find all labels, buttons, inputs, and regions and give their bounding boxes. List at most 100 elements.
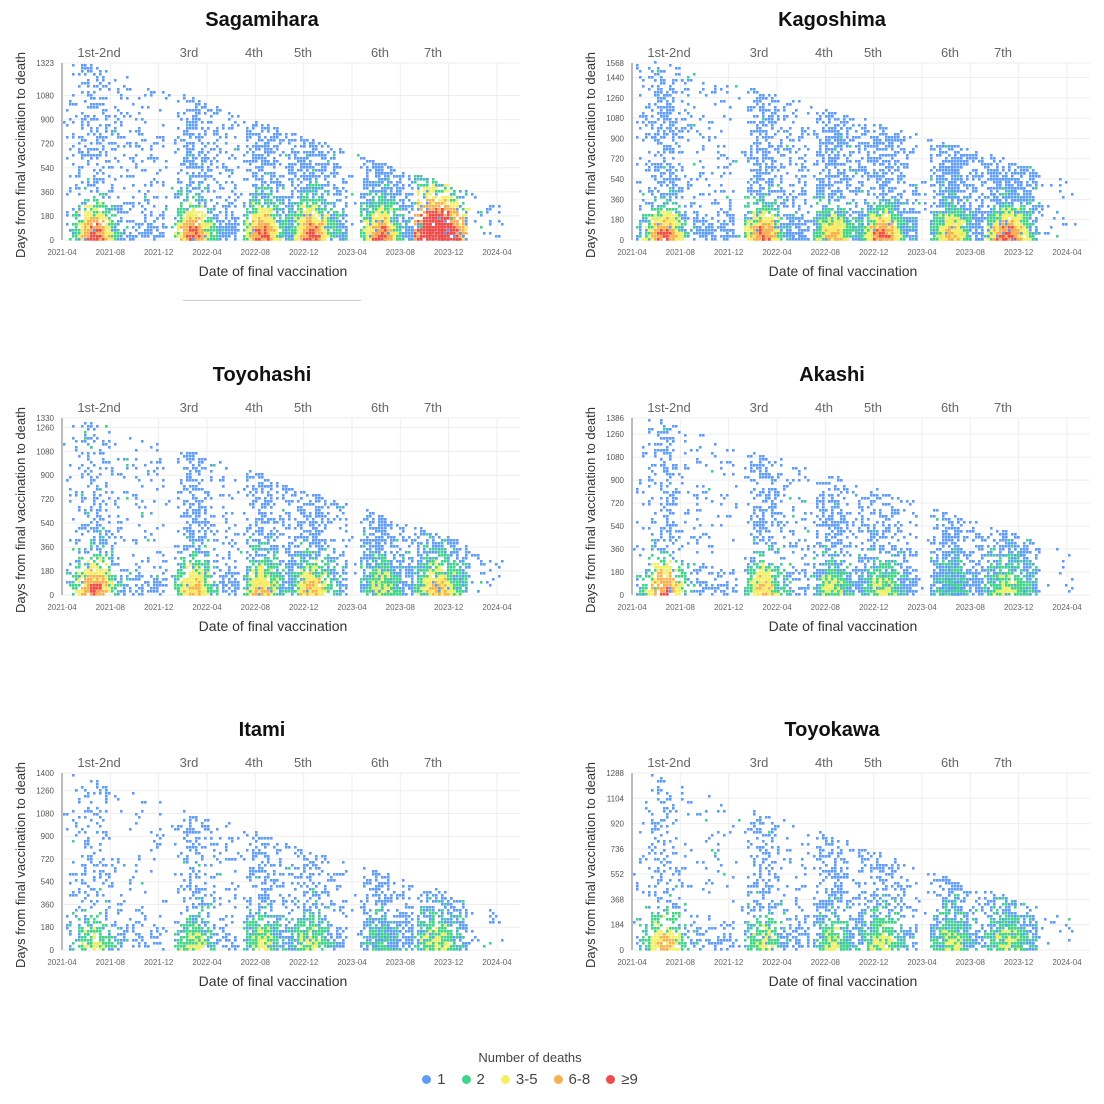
data-point	[192, 154, 195, 157]
data-point	[219, 196, 222, 199]
data-point	[150, 223, 153, 226]
data-point	[375, 232, 378, 235]
data-point	[261, 184, 264, 187]
data-point	[186, 133, 189, 136]
data-point	[165, 166, 168, 169]
data-point	[306, 220, 309, 223]
data-point	[447, 190, 450, 193]
data-point	[342, 238, 345, 241]
data-point	[198, 238, 201, 241]
data-point	[399, 205, 402, 208]
data-point	[261, 220, 264, 223]
data-point	[183, 133, 186, 136]
data-point	[270, 139, 273, 142]
data-point	[363, 193, 366, 196]
data-point	[330, 235, 333, 238]
data-point	[108, 166, 111, 169]
round-label: 3rd	[180, 45, 199, 60]
data-point	[255, 223, 258, 226]
data-point	[174, 235, 177, 238]
data-point	[258, 145, 261, 148]
data-point	[390, 169, 393, 172]
data-point	[105, 124, 108, 127]
data-point	[300, 145, 303, 148]
data-point	[264, 187, 267, 190]
data-point	[225, 208, 228, 211]
data-point	[93, 106, 96, 109]
data-point	[123, 202, 126, 205]
data-point	[204, 220, 207, 223]
data-point	[420, 229, 423, 232]
data-point	[300, 211, 303, 214]
data-point	[441, 199, 444, 202]
data-point	[228, 220, 231, 223]
data-point	[408, 199, 411, 202]
data-point	[309, 142, 312, 145]
data-point	[228, 175, 231, 178]
data-point	[366, 172, 369, 175]
data-point	[261, 157, 264, 160]
data-point	[279, 226, 282, 229]
data-point	[237, 217, 240, 220]
data-point	[417, 229, 420, 232]
data-point	[282, 232, 285, 235]
data-point	[303, 160, 306, 163]
data-point	[81, 235, 84, 238]
data-point	[321, 199, 324, 202]
data-point	[372, 232, 375, 235]
data-point	[228, 205, 231, 208]
data-point	[321, 166, 324, 169]
data-point	[102, 172, 105, 175]
data-point	[282, 199, 285, 202]
data-point	[435, 226, 438, 229]
data-point	[291, 133, 294, 136]
data-point	[90, 127, 93, 130]
data-point	[117, 196, 120, 199]
data-point	[255, 220, 258, 223]
data-point	[306, 193, 309, 196]
data-point	[393, 196, 396, 199]
data-point	[306, 202, 309, 205]
data-point	[378, 199, 381, 202]
data-point	[120, 136, 123, 139]
data-point	[369, 214, 372, 217]
data-point	[75, 232, 78, 235]
data-point	[450, 202, 453, 205]
data-point	[234, 226, 237, 229]
data-point	[384, 163, 387, 166]
data-point	[399, 229, 402, 232]
data-point	[363, 163, 366, 166]
data-point	[102, 136, 105, 139]
data-point	[123, 229, 126, 232]
data-point	[99, 211, 102, 214]
data-point	[324, 220, 327, 223]
data-point	[201, 196, 204, 199]
data-point	[300, 169, 303, 172]
data-point	[303, 196, 306, 199]
data-point	[381, 163, 384, 166]
data-point	[195, 211, 198, 214]
data-point	[93, 175, 96, 178]
data-point	[102, 205, 105, 208]
data-point	[114, 148, 117, 151]
data-point	[216, 160, 219, 163]
data-point	[195, 226, 198, 229]
data-point	[78, 148, 81, 151]
data-point	[279, 163, 282, 166]
data-point	[78, 223, 81, 226]
data-point	[288, 202, 291, 205]
data-point	[333, 166, 336, 169]
data-point	[450, 208, 453, 211]
data-point	[105, 109, 108, 112]
data-point	[312, 223, 315, 226]
data-point	[411, 202, 414, 205]
data-point	[312, 145, 315, 148]
data-point	[297, 160, 300, 163]
data-point	[78, 175, 81, 178]
data-point	[159, 214, 162, 217]
data-point	[273, 202, 276, 205]
data-point	[291, 238, 294, 241]
data-point	[183, 229, 186, 232]
data-point	[399, 181, 402, 184]
